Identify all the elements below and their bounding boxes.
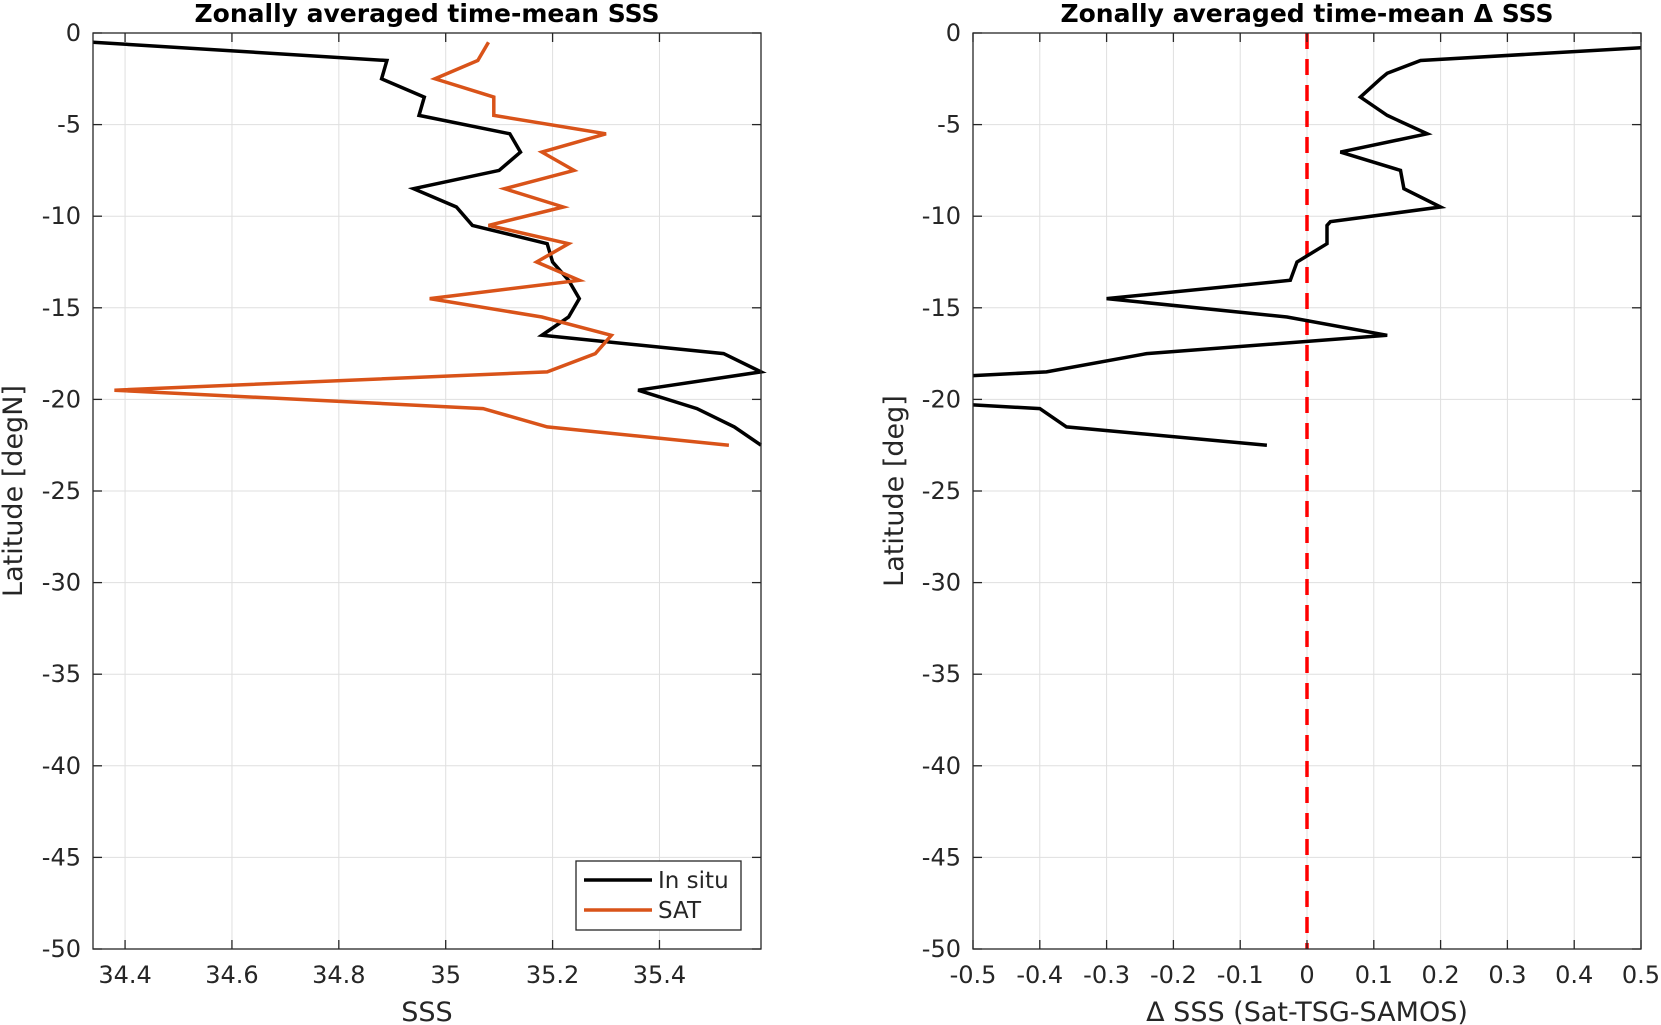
y-tick-label: -45 xyxy=(922,843,961,871)
sss-chart-title: Zonally averaged time-mean SSS xyxy=(195,0,660,28)
y-tick-label: -30 xyxy=(42,569,81,597)
x-tick-label: -0.1 xyxy=(1217,961,1264,989)
legend: In situ SAT xyxy=(575,860,742,931)
legend-label-in-situ: In situ xyxy=(658,868,729,894)
x-tick-label: 0.4 xyxy=(1555,961,1593,989)
y-tick-label: -15 xyxy=(42,294,81,322)
y-tick-label: -25 xyxy=(922,477,961,505)
y-tick-label: -10 xyxy=(922,202,961,230)
y-tick-label: -5 xyxy=(937,111,961,139)
y-tick-label: -40 xyxy=(42,752,81,780)
series-line-segment-1 xyxy=(972,45,1642,378)
x-tick-label: 34.4 xyxy=(98,961,151,989)
delta-sss-chart-title: Zonally averaged time-mean Δ SSS xyxy=(1061,0,1554,28)
y-tick-label: 0 xyxy=(946,19,961,47)
y-tick-label: -15 xyxy=(922,294,961,322)
y-tick-label: -20 xyxy=(42,385,81,413)
y-tick-label: -35 xyxy=(922,660,961,688)
y-tick-label: -10 xyxy=(42,202,81,230)
x-tick-label: 35 xyxy=(430,961,461,989)
y-tick-label: -5 xyxy=(57,111,81,139)
sss-panel: 34.4 34.6 34.8 35 35.2 35.4 0 -5 -10 -15 -20 -25 -30… xyxy=(0,0,767,1025)
x-tick-label: 34.8 xyxy=(312,961,365,989)
delta-sss-series xyxy=(972,45,1642,447)
x-tick-label: -0.4 xyxy=(1016,961,1063,989)
x-tick-label: -0.2 xyxy=(1150,961,1197,989)
sss-grid xyxy=(93,32,761,950)
sss-x-axis-label: SSS xyxy=(401,997,452,1025)
sss-y-axis-label: Latitude [degN] xyxy=(0,385,29,597)
x-tick-label: 0 xyxy=(1299,961,1314,989)
x-tick-label: 35.4 xyxy=(633,961,686,989)
delta-sss-panel: -0.5 -0.4 -0.3 -0.2 -0.1 0 0.1 0.2 0.3 0.4 0.5 0 -5 -… xyxy=(879,0,1660,1025)
y-tick-label: -40 xyxy=(922,752,961,780)
x-tick-label: 0.2 xyxy=(1422,961,1460,989)
y-tick-label: -35 xyxy=(42,660,81,688)
legend-label-sat: SAT xyxy=(658,898,702,924)
x-tick-label: -0.3 xyxy=(1083,961,1130,989)
sss-ticks: 34.4 34.6 34.8 35 35.2 35.4 0 -5 -10 -15 -20 -25 -30… xyxy=(42,19,761,989)
y-tick-label: -20 xyxy=(922,385,961,413)
y-tick-label: -30 xyxy=(922,569,961,597)
sss-axes-frame xyxy=(92,32,762,950)
y-tick-label: -50 xyxy=(922,935,961,963)
x-tick-label: -0.5 xyxy=(950,961,997,989)
y-tick-label: 0 xyxy=(66,19,81,47)
x-tick-label: 34.6 xyxy=(205,961,258,989)
x-tick-label: 0.3 xyxy=(1488,961,1526,989)
legend-box xyxy=(575,860,742,931)
delta-sss-y-axis-label: Latitude [deg] xyxy=(879,395,910,587)
x-tick-label: 0.5 xyxy=(1622,961,1660,989)
sss-series xyxy=(92,40,767,447)
x-tick-label: 0.1 xyxy=(1355,961,1393,989)
series-line-sat xyxy=(114,41,730,447)
x-tick-label: 35.2 xyxy=(526,961,579,989)
y-tick-label: -25 xyxy=(42,477,81,505)
delta-sss-x-axis-label: Δ SSS (Sat-TSG-SAMOS) xyxy=(1146,997,1468,1025)
series-line-segment-2 xyxy=(972,403,1268,447)
series-line-in-situ xyxy=(92,40,767,447)
delta-sss-axes-frame xyxy=(972,32,1642,950)
y-tick-label: -45 xyxy=(42,843,81,871)
y-tick-label: -50 xyxy=(42,935,81,963)
